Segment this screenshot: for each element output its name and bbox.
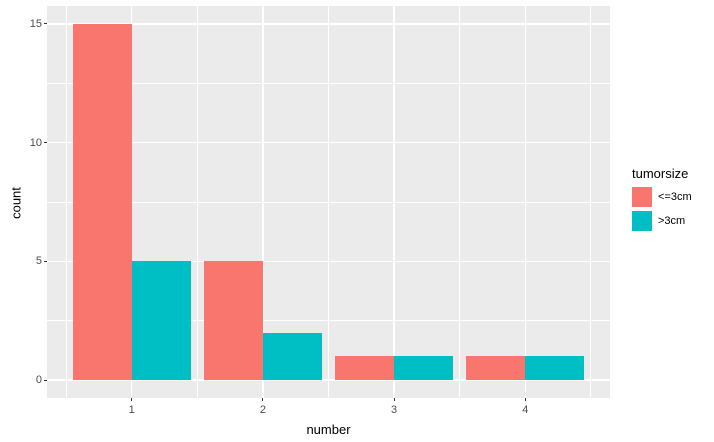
x-tick	[262, 398, 264, 401]
bar-<=3cm	[72, 23, 132, 381]
legend-item: >3cm	[632, 211, 692, 231]
legend: tumorsize <=3cm >3cm	[632, 166, 692, 231]
x-tick-label: 3	[391, 404, 398, 416]
x-tick	[524, 398, 526, 401]
x-tick-label: 2	[259, 404, 266, 416]
gridline-minor-h	[47, 201, 610, 203]
y-tick-label: 5	[35, 255, 42, 268]
bar-<=3cm	[335, 356, 395, 381]
y-tick-label: 10	[29, 136, 42, 149]
bar-<=3cm	[466, 356, 526, 381]
y-tick	[44, 142, 47, 144]
x-tick-label: 4	[522, 404, 529, 416]
gridline-major-h	[47, 23, 610, 25]
y-tick	[44, 379, 47, 381]
gridline-minor-h	[47, 82, 610, 84]
x-axis-title: number	[306, 422, 351, 437]
gridline-major-v	[393, 6, 395, 398]
y-tick	[44, 260, 47, 262]
y-axis-title: count	[8, 187, 24, 219]
gridline-major-h	[47, 141, 610, 144]
legend-label: >3cm	[658, 215, 686, 227]
legend-swatch	[632, 211, 652, 231]
bar->3cm	[262, 332, 322, 381]
gridline-major-h	[47, 379, 610, 381]
gridline-major-v	[524, 6, 527, 398]
x-tick-label: 1	[128, 404, 135, 416]
gridline-minor-h	[47, 320, 610, 322]
x-tick	[393, 398, 395, 401]
gridline-major-v	[130, 6, 133, 398]
gridline-major-v	[262, 6, 264, 398]
legend-item: <=3cm	[632, 187, 692, 207]
legend-items: <=3cm >3cm	[632, 187, 692, 231]
y-tick	[44, 23, 47, 25]
x-tick	[131, 398, 133, 401]
legend-swatch	[632, 187, 652, 207]
legend-label: <=3cm	[658, 191, 692, 203]
legend-title: tumorsize	[632, 166, 689, 181]
gridline-major-h	[47, 260, 610, 263]
bar->3cm	[394, 356, 454, 381]
bar-<=3cm	[203, 261, 263, 381]
y-tick-label: 0	[35, 374, 42, 387]
bar->3cm	[131, 261, 191, 381]
bar->3cm	[525, 356, 585, 381]
y-tick-label: 15	[29, 17, 42, 30]
